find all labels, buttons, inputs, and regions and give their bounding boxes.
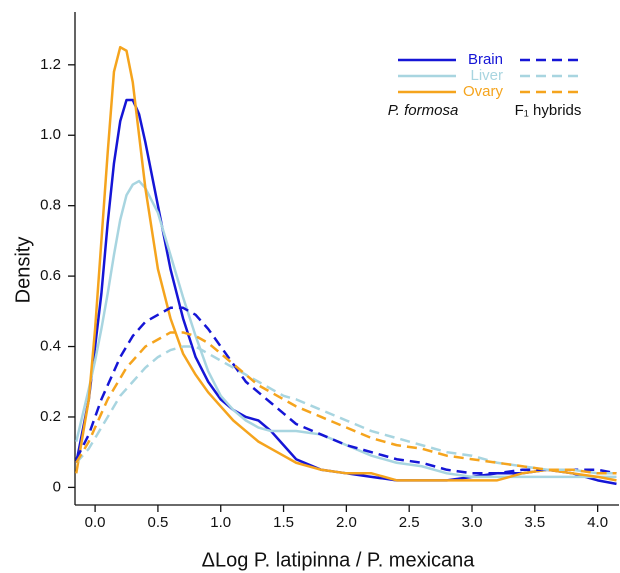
y-tick-label: 0.2 (40, 408, 61, 425)
x-tick-label: 0.5 (147, 514, 168, 531)
legend-label: Brain (468, 51, 503, 68)
x-tick-label: 4.0 (587, 514, 608, 531)
x-axis-label: ΔLog P. latipinna / P. mexicana (202, 549, 476, 571)
y-axis-label: Density (12, 237, 34, 304)
x-tick-label: 3.0 (462, 514, 483, 531)
x-tick-label: 2.0 (336, 514, 357, 531)
y-tick-label: 0.4 (40, 338, 61, 355)
y-tick-label: 0 (53, 478, 61, 495)
legend-label: Ovary (463, 83, 504, 100)
y-tick-label: 0.6 (40, 267, 61, 284)
dashed-line (75, 345, 617, 475)
legend-column-label: P. formosa (388, 102, 459, 119)
x-tick-label: 1.5 (273, 514, 294, 531)
solid-line (75, 179, 617, 479)
x-tick-label: 3.5 (524, 514, 545, 531)
legend-label: Liver (470, 67, 503, 84)
solid-line (75, 45, 617, 482)
solid-line (75, 98, 617, 486)
y-tick-label: 1.0 (40, 126, 61, 143)
legend-column-label: F₁ hybrids (515, 102, 582, 119)
x-tick-label: 2.5 (399, 514, 420, 531)
dashed-line (75, 331, 617, 475)
y-tick-label: 0.8 (40, 197, 61, 214)
y-tick-label: 1.2 (40, 56, 61, 73)
x-tick-label: 1.0 (210, 514, 231, 531)
x-tick-label: 0.0 (85, 514, 106, 531)
dashed-line (75, 306, 617, 475)
